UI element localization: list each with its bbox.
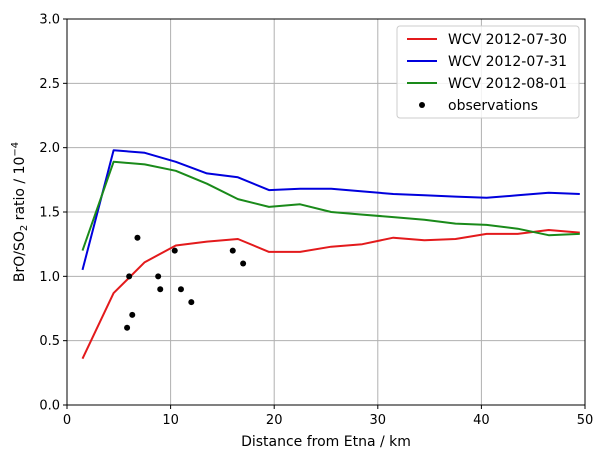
x-tick-label: 10: [162, 413, 179, 428]
legend-label-1: WCV 2012-07-30: [448, 32, 567, 48]
legend: WCV 2012-07-30 WCV 2012-07-31 WCV 2012-08-…: [396, 25, 580, 119]
x-axis-label: Distance from Etna / km: [241, 434, 411, 450]
observation-point: [134, 234, 141, 241]
series-line-1: [81, 229, 580, 360]
y-tick-label: 1.5: [39, 206, 60, 221]
observation-point: [240, 260, 247, 267]
y-tick-label: 3.0: [39, 13, 60, 28]
observation-point: [188, 299, 195, 306]
observation-point: [171, 247, 178, 254]
plot-lines: [81, 149, 580, 360]
observation-point: [229, 247, 236, 254]
observation-point: [129, 311, 136, 318]
legend-label-4: observations: [448, 98, 538, 114]
ticks: 0 10 20 30 40 50 0.0 0.5 1.0 1.5 2.0 2.5 3.0: [39, 13, 593, 429]
plot-points: [124, 234, 247, 331]
legend-label-2: WCV 2012-07-31: [448, 54, 567, 70]
x-tick-label: 40: [473, 413, 490, 428]
observation-point: [177, 286, 184, 293]
y-axis-label-sub: 2: [19, 225, 30, 231]
observation-point: [124, 324, 131, 331]
legend-box: [396, 25, 580, 119]
y-tick-label: 0.0: [39, 399, 60, 414]
observation-point: [155, 273, 162, 280]
y-axis-label-mid: ratio / 10: [12, 157, 28, 225]
y-axis-label-prefix: BrO/SO: [12, 231, 28, 282]
series-line-2: [81, 149, 580, 271]
y-axis-label-sup: −4: [10, 142, 21, 157]
x-tick-label: 0: [63, 413, 71, 428]
y-tick-label: 0.5: [39, 334, 60, 349]
legend-swatch-observations: [419, 102, 425, 108]
legend-label-3: WCV 2012-08-01: [448, 76, 567, 92]
x-tick-label: 50: [577, 413, 594, 428]
x-tick-label: 20: [266, 413, 283, 428]
observation-point: [157, 286, 164, 293]
y-axis-label: BrO/SO2 ratio / 10−4: [10, 142, 30, 282]
x-tick-label: 30: [370, 413, 387, 428]
y-tick-label: 1.0: [39, 270, 60, 285]
y-tick-label: 2.5: [39, 77, 60, 92]
y-tick-label: 2.0: [39, 141, 60, 156]
series-line-3: [81, 160, 580, 251]
observation-point: [126, 273, 133, 280]
